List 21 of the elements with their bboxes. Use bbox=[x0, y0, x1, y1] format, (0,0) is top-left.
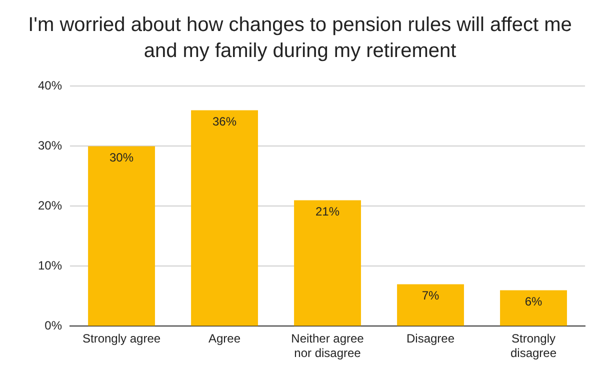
x-tick-label: Strongly agree bbox=[82, 332, 161, 346]
y-tick-label: 10% bbox=[38, 258, 62, 273]
x-tick-label: Agree bbox=[208, 332, 241, 346]
chart-title: I'm worried about how changes to pension rules will affect me and my family during my retirement bbox=[27, 13, 573, 64]
data-label: 6% bbox=[524, 294, 543, 309]
bar bbox=[191, 110, 258, 326]
bar bbox=[88, 146, 155, 326]
data-label: 7% bbox=[422, 288, 440, 303]
x-tick-label: Disagree bbox=[406, 332, 455, 346]
y-tick-label: 20% bbox=[38, 198, 62, 213]
bar bbox=[294, 200, 361, 326]
bar bbox=[500, 290, 567, 326]
y-tick-label: 30% bbox=[38, 138, 62, 153]
x-tick-label: Strongly disagree bbox=[510, 332, 557, 360]
data-label: 36% bbox=[212, 114, 237, 129]
data-label: 21% bbox=[315, 204, 340, 219]
x-tick-label: Neither agree nor disagree bbox=[291, 332, 364, 360]
bar bbox=[397, 284, 464, 326]
y-tick-label: 0% bbox=[44, 318, 62, 333]
data-label: 30% bbox=[110, 150, 134, 165]
y-tick-label: 40% bbox=[38, 78, 62, 93]
